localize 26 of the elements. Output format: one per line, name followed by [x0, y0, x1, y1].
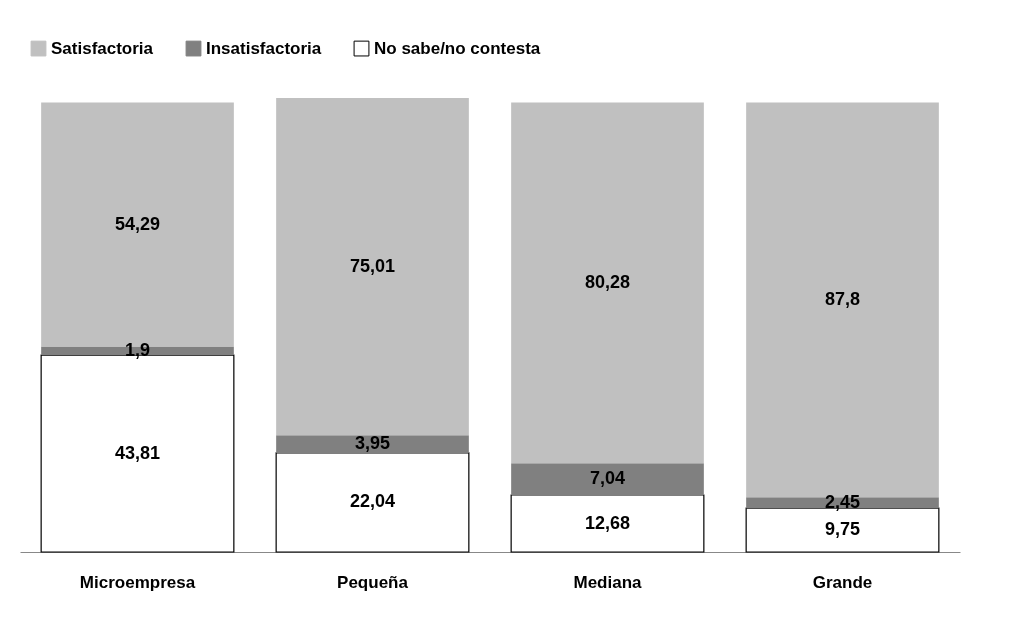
x-tick-label: Microempresa [79, 572, 196, 592]
data-label: 7,04 [589, 468, 626, 489]
legend-label: Satisfactoria [51, 38, 154, 58]
bar [276, 98, 469, 436]
data-label: 12,68 [584, 512, 631, 533]
data-label: 2,45 [824, 491, 861, 512]
bar [511, 102, 704, 464]
data-label: 43,81 [114, 442, 161, 463]
data-label: 22,04 [349, 491, 396, 512]
x-tick-label: Grande [812, 572, 873, 592]
data-label: 3,95 [354, 433, 391, 454]
bar [276, 435, 469, 453]
bar [510, 494, 705, 553]
data-label: 1,9 [124, 339, 151, 360]
data-label: 9,75 [824, 519, 861, 540]
x-tick-label: Mediana [573, 572, 643, 592]
legend-label: Insatisfactoria [206, 38, 322, 58]
legend-label: No sabe/no contesta [374, 38, 541, 58]
data-label: 54,29 [114, 213, 161, 234]
data-label: 75,01 [349, 255, 396, 276]
bar [275, 452, 470, 553]
data-label: 80,28 [584, 271, 631, 292]
data-label: 87,8 [824, 288, 861, 309]
bar [511, 463, 704, 495]
x-tick-label: Pequeña [337, 572, 409, 592]
bar [746, 497, 939, 509]
